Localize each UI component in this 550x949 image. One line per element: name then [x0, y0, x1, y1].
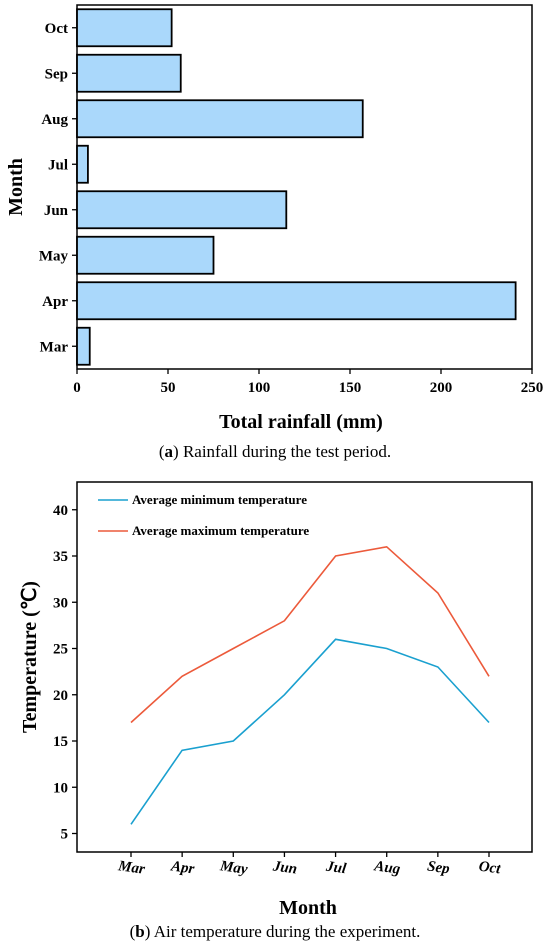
month-tick-label: Jul — [324, 859, 348, 878]
value-tick-label: 150 — [339, 380, 362, 396]
bar-jun — [76, 190, 288, 230]
value-tick-label: 25 — [53, 642, 68, 658]
value-tick-label: 50 — [161, 380, 176, 396]
month-tick-label: Apr — [169, 858, 195, 877]
rainfall-y-axis-title: Month — [5, 158, 27, 216]
rainfall-x-axis-title: Total rainfall (mm) — [219, 411, 383, 433]
legend-label-maximum: Average maximum temperature — [132, 523, 309, 538]
series-line-average-minimum-temperature — [130, 638, 490, 825]
month-tick-label: May — [218, 858, 249, 878]
month-tick-label: Sep — [45, 66, 68, 82]
temperature-chart: 5 10 15 20 25 30 35 40 Mar Apr May Jun Jul Aug Sep Oct… — [19, 481, 533, 919]
caption-a-text: Rainfall during the test period. — [178, 442, 392, 461]
rainfall-chart: Mar Apr May Jun Jul Aug Sep Oct 0 50 100 150 200 250… — [5, 4, 543, 433]
legend-label-minimum: Average minimum temperature — [132, 492, 307, 507]
temperature-legend: Average minimum temperature Average maxi… — [98, 492, 309, 538]
bar-may — [76, 235, 215, 275]
month-tick-label: Mar — [40, 339, 69, 355]
value-tick-label: 200 — [430, 380, 453, 396]
month-tick-label: Jun — [271, 858, 298, 877]
rainfall-plot-frame — [76, 4, 533, 370]
value-tick-label: 10 — [53, 780, 68, 796]
value-tick-label: 35 — [53, 549, 68, 565]
value-tick-label: 100 — [248, 380, 271, 396]
bar-oct — [76, 8, 173, 48]
month-tick-label: Jul — [48, 157, 68, 173]
bar-jul — [76, 144, 89, 184]
caption-b: (b) Air temperature during the experimen… — [129, 922, 421, 941]
temperature-lines — [130, 545, 490, 825]
month-tick-label: Apr — [42, 294, 68, 310]
series-line-average-maximum-temperature — [130, 545, 490, 724]
month-tick-label: Jun — [44, 203, 69, 219]
month-tick-label: May — [39, 248, 69, 264]
value-tick-label: 250 — [521, 380, 544, 396]
temperature-month-ticks: Mar Apr May Jun Jul Aug Sep Oct — [116, 852, 502, 878]
value-tick-label: 20 — [53, 688, 68, 704]
temperature-x-axis-title: Month — [279, 897, 337, 919]
temperature-plot-frame — [76, 481, 533, 853]
caption-a: (a) Rainfall during the test period. — [158, 442, 392, 461]
temperature-value-ticks: 5 10 15 20 25 30 35 40 — [53, 503, 77, 843]
caption-a-letter: a — [164, 442, 174, 461]
bar-sep — [76, 53, 182, 93]
caption-b-letter: b — [135, 922, 145, 941]
month-tick-label: Aug — [372, 858, 401, 878]
rainfall-value-ticks: 0 50 100 150 200 250 — [73, 369, 543, 396]
month-tick-label: Oct — [45, 21, 68, 37]
month-tick-label: Aug — [41, 112, 68, 128]
rainfall-month-ticks: Mar Apr May Jun Jul Aug Sep Oct — [39, 21, 77, 355]
bar-mar — [76, 326, 91, 366]
temperature-y-axis-title: Temperature (℃) — [19, 581, 41, 733]
value-tick-label: 30 — [53, 595, 68, 611]
value-tick-label: 15 — [53, 734, 68, 750]
bar-apr — [76, 281, 517, 321]
month-tick-label: Oct — [478, 859, 502, 878]
value-tick-label: 40 — [53, 503, 68, 519]
caption-b-text: Air temperature during the experiment. — [150, 922, 421, 941]
bar-aug — [76, 99, 364, 139]
rainfall-bars — [76, 8, 517, 366]
value-tick-label: 0 — [73, 380, 81, 396]
value-tick-label: 5 — [61, 827, 69, 843]
month-tick-label: Sep — [426, 859, 451, 878]
month-tick-label: Mar — [116, 858, 146, 878]
